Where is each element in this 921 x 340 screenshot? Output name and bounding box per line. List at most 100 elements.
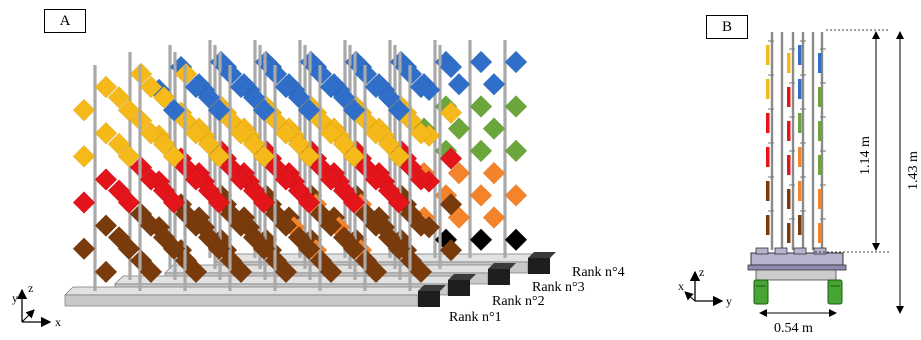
leaf [242, 132, 266, 156]
leaf [197, 85, 221, 109]
axes-b: z x y [678, 265, 732, 308]
rail-end-block [418, 291, 440, 307]
axis-a-x: x [55, 315, 61, 329]
rank-label-2: Rank n°2 [492, 294, 545, 309]
leaf [319, 260, 343, 284]
rail-end-block-top [448, 274, 476, 280]
leaf [94, 121, 118, 145]
leaf [439, 192, 463, 216]
axis-b-z: z [699, 265, 704, 279]
leaf [342, 98, 366, 122]
leaf [152, 132, 176, 156]
side-leaf [818, 53, 822, 73]
side-leaf [766, 113, 770, 133]
rail-end-block [528, 258, 550, 274]
leaf [274, 214, 298, 238]
dim-height-leaves: 1.14 m [858, 136, 873, 175]
leaf [409, 260, 433, 284]
panel-a-label: A [44, 9, 86, 33]
side-leaf [818, 155, 822, 175]
leaf [274, 260, 298, 284]
leaf [387, 237, 411, 261]
leaf [504, 139, 528, 163]
leaf [287, 85, 311, 109]
plant [482, 40, 528, 258]
leaf [162, 237, 186, 261]
leaf [242, 85, 266, 109]
leaf [342, 237, 366, 261]
side-leaf [798, 45, 802, 65]
leaf [139, 75, 163, 99]
leaf [387, 98, 411, 122]
leaf [469, 50, 493, 74]
leaf [377, 132, 401, 156]
leaf [319, 168, 343, 191]
leaf [152, 85, 176, 109]
leaf [139, 214, 163, 238]
leaf [139, 121, 163, 145]
leaf [274, 75, 298, 99]
leaf [297, 237, 321, 261]
leaf [439, 147, 463, 170]
side-leaf [787, 53, 791, 73]
side-leaf [766, 147, 770, 167]
side-leaf [766, 79, 770, 99]
leaf [504, 228, 528, 252]
leaf [117, 144, 141, 168]
leaf [319, 75, 343, 99]
leaf [207, 237, 231, 261]
side-leaf [766, 45, 770, 65]
side-leaf [766, 181, 770, 201]
side-leaf [798, 113, 802, 133]
leaf [162, 144, 186, 168]
leaf [482, 117, 506, 141]
leaf [139, 260, 163, 284]
rail-end-block [448, 280, 470, 296]
leaf [252, 144, 276, 168]
plant [117, 65, 163, 291]
axis-a-z: z [28, 281, 33, 295]
dim-width-base: 0.54 m [774, 321, 813, 336]
rank-label-3: Rank n°3 [532, 280, 585, 295]
panel-b-side-view: 1.14 m 1.43 m 0.54 m z x y [678, 29, 921, 336]
leaf [469, 228, 493, 252]
leaf [409, 75, 433, 99]
side-leaf [818, 121, 822, 141]
side-leaf [766, 215, 770, 235]
leaf [274, 121, 298, 145]
leaf [72, 144, 96, 168]
side-leaf [787, 87, 791, 107]
leaf [252, 98, 276, 122]
leaf [107, 85, 131, 109]
leaf [139, 168, 163, 191]
rail-end-block [488, 269, 510, 285]
leaf [94, 168, 118, 191]
side-leaf [798, 215, 802, 235]
leaf [297, 191, 321, 214]
leaf [297, 144, 321, 168]
side-leaf [818, 87, 822, 107]
leaf [197, 132, 221, 156]
leaf [504, 50, 528, 74]
leaf [409, 121, 433, 145]
leaf [107, 132, 131, 156]
leaf [364, 260, 388, 284]
leaf [447, 161, 471, 185]
leaf [387, 191, 411, 214]
rail-top [64, 286, 427, 296]
plant [197, 52, 243, 280]
side-leaf [787, 189, 791, 209]
leaf [439, 101, 463, 125]
leaf [184, 168, 208, 191]
leaf [332, 85, 356, 109]
leaf [252, 191, 276, 214]
leaf [207, 144, 231, 168]
axes-a: z y x [12, 281, 61, 329]
leaf [287, 132, 311, 156]
leaf [469, 139, 493, 163]
leaf [342, 144, 366, 168]
axis-b-y: y [726, 294, 732, 308]
plant [342, 65, 388, 291]
leaf [482, 206, 506, 229]
